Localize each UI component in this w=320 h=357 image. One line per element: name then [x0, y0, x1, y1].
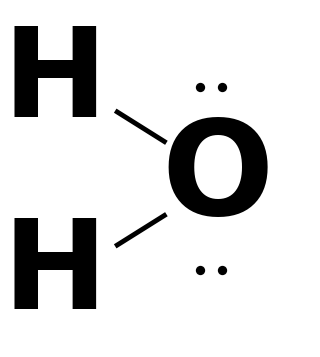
- Text: O: O: [162, 115, 274, 242]
- Text: H: H: [2, 22, 107, 142]
- Point: [197, 267, 203, 272]
- Point: [220, 85, 225, 90]
- Text: H: H: [2, 215, 107, 335]
- Point: [220, 267, 225, 272]
- Point: [197, 85, 203, 90]
